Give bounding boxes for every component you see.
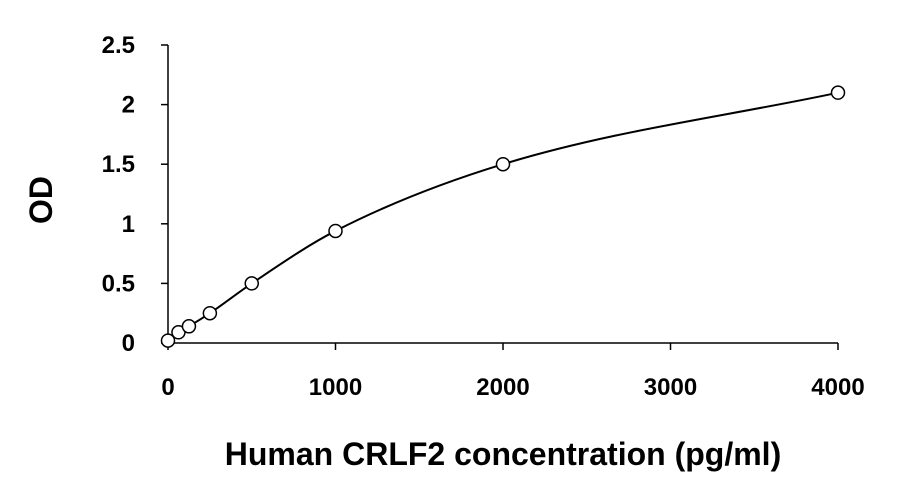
y-tick-label: 0 bbox=[122, 330, 135, 357]
x-tick-label: 2000 bbox=[476, 374, 529, 401]
data-point bbox=[830, 85, 846, 100]
y-tick-label: 0.5 bbox=[102, 270, 135, 297]
x-tick-label: 4000 bbox=[811, 374, 864, 401]
x-tick-label: 1000 bbox=[309, 374, 362, 401]
x-tick-label: 0 bbox=[161, 374, 174, 401]
data-point bbox=[160, 333, 176, 348]
data-point bbox=[181, 319, 197, 334]
data-point bbox=[202, 305, 218, 321]
y-tick-label: 1 bbox=[122, 211, 135, 238]
fitted-curve bbox=[167, 91, 839, 342]
x-tick-label: 3000 bbox=[644, 374, 697, 401]
y-tick-label: 2.5 bbox=[102, 32, 135, 59]
y-tick-label: 1.5 bbox=[102, 151, 135, 178]
x-axis-title: Human CRLF2 concentration (pg/ml) bbox=[225, 436, 781, 472]
y-axis-title: OD bbox=[23, 176, 59, 224]
data-point bbox=[244, 276, 259, 291]
y-tick-label: 2 bbox=[122, 92, 135, 119]
data-point bbox=[328, 223, 343, 239]
data-point bbox=[495, 156, 511, 172]
plot-area: 0 0.5 1 1.5 2 2.5 0 1000 2000 3000 4000 bbox=[102, 32, 865, 401]
